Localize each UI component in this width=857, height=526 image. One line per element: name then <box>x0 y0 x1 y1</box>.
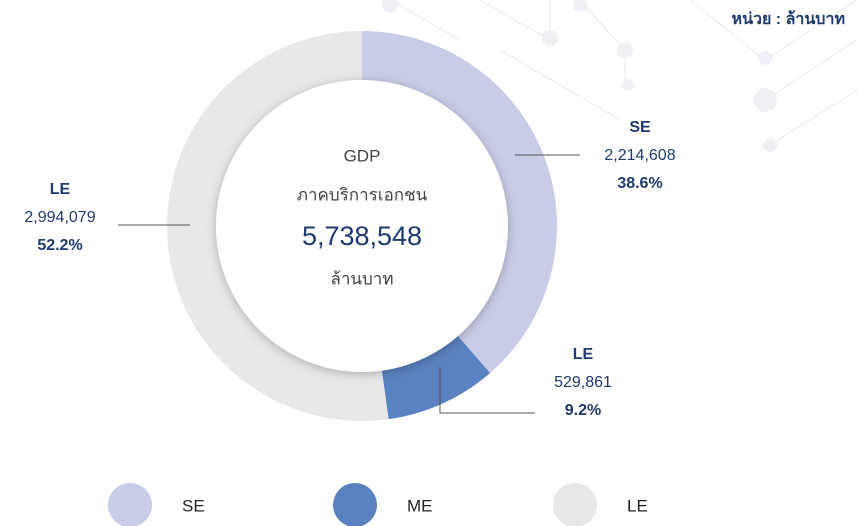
total-label: 5,738,548 <box>302 221 422 251</box>
center-line: ภาคบริการเอกชน <box>297 185 428 204</box>
chart: หน่วย : ล้านบาท GDP ภาคบริการเอกชน 5,738… <box>0 0 857 526</box>
value-label: 2,994,079 <box>24 209 95 226</box>
center-unit: ล้านบาท <box>330 269 393 288</box>
legend-label: ME <box>407 496 433 515</box>
value-label: 529,861 <box>554 374 612 391</box>
percent-label: 52.2% <box>37 237 82 254</box>
unit-note: หน่วย : ล้านบาท <box>732 10 845 28</box>
legend-label: LE <box>627 496 648 515</box>
callout-name: LE <box>50 181 71 198</box>
legend-swatch <box>333 483 377 526</box>
percent-label: 38.6% <box>617 175 662 192</box>
legend-swatch <box>108 483 152 526</box>
center-line: GDP <box>344 146 381 165</box>
callout-name: LE <box>573 346 594 363</box>
percent-label: 9.2% <box>565 402 601 419</box>
legend-swatch <box>553 483 597 526</box>
callout-name: SE <box>629 119 651 136</box>
value-label: 2,214,608 <box>604 147 675 164</box>
legend-label: SE <box>182 496 205 515</box>
